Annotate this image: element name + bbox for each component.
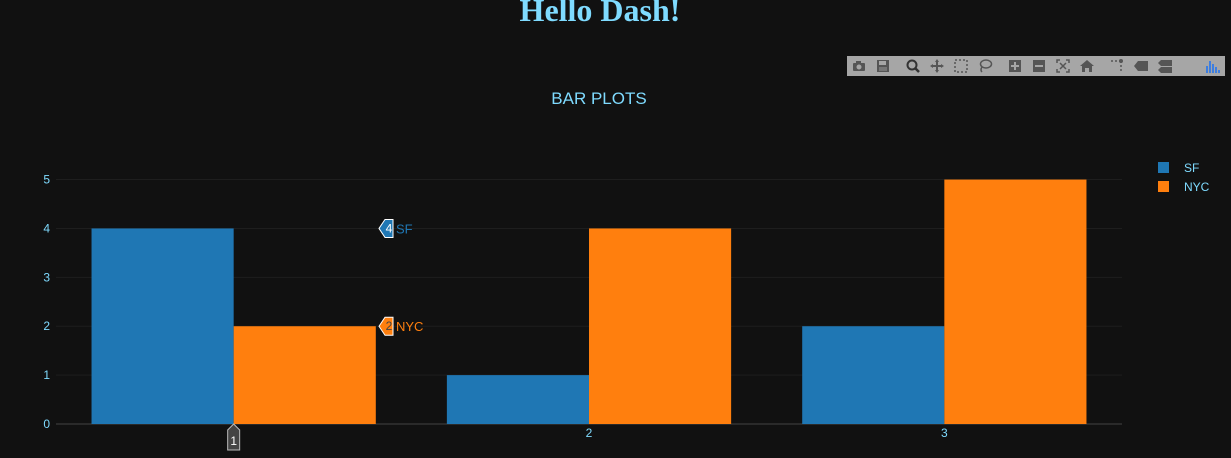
x-tick-label: 2 xyxy=(586,426,593,440)
hover-value-nyc: 2 xyxy=(386,319,393,333)
bar-nyc-2[interactable] xyxy=(589,228,732,424)
lasso-select-button[interactable] xyxy=(973,56,997,76)
plot-modebar xyxy=(847,56,1225,76)
hover-value-sf: 4 xyxy=(386,221,393,235)
legend-label-sf: SF xyxy=(1184,161,1199,175)
modebar-group xyxy=(1201,56,1225,76)
legend-swatch-nyc[interactable] xyxy=(1158,181,1169,192)
bar-sf-2[interactable] xyxy=(446,375,589,424)
spike-lines-button[interactable] xyxy=(1105,56,1129,76)
lasso-select-icon xyxy=(979,59,993,73)
plotly-logo-icon xyxy=(1206,61,1220,73)
legend-swatch-sf[interactable] xyxy=(1158,162,1169,173)
zoom-out-icon xyxy=(1033,60,1045,72)
plotly-logo-button[interactable] xyxy=(1201,56,1225,76)
reset-axes-icon xyxy=(1080,60,1094,72)
autoscale-icon xyxy=(1056,59,1070,73)
hover-closest-icon xyxy=(1134,61,1148,71)
hover-value-box-sf xyxy=(378,218,394,238)
y-tick-label: 3 xyxy=(43,270,50,284)
hover-series-name-nyc: NYC xyxy=(396,319,423,334)
y-tick-label: 5 xyxy=(43,173,50,187)
x-tick-label: 3 xyxy=(941,426,948,440)
zoom-in-icon xyxy=(1009,60,1021,72)
zoom-out-button[interactable] xyxy=(1027,56,1051,76)
pan-icon xyxy=(930,59,944,73)
autoscale-button[interactable] xyxy=(1051,56,1075,76)
pan-button[interactable] xyxy=(925,56,949,76)
modebar-group xyxy=(1003,56,1099,76)
bar-nyc-3[interactable] xyxy=(944,179,1087,424)
zoom-button[interactable] xyxy=(901,56,925,76)
y-tick-label: 2 xyxy=(43,319,50,333)
hover-x-label-box xyxy=(227,423,241,451)
page-heading: Hello Dash! xyxy=(519,0,681,28)
box-select-icon xyxy=(954,59,968,73)
hover-series-name-sf: SF xyxy=(396,221,413,236)
modebar-group xyxy=(901,56,997,76)
box-select-button[interactable] xyxy=(949,56,973,76)
chart-title: BAR PLOTS xyxy=(551,89,646,108)
zoom-in-button[interactable] xyxy=(1003,56,1027,76)
y-tick-label: 0 xyxy=(43,417,50,431)
hover-compare-icon xyxy=(1158,60,1172,73)
bar-sf-3[interactable] xyxy=(802,326,945,424)
hover-x-label: 1 xyxy=(230,434,237,448)
reset-axes-button[interactable] xyxy=(1075,56,1099,76)
spike-lines-icon xyxy=(1111,59,1123,72)
zoom-icon xyxy=(906,59,920,73)
save-button[interactable] xyxy=(871,56,895,76)
save-icon xyxy=(877,60,889,72)
y-tick-label: 1 xyxy=(43,368,50,382)
camera-button[interactable] xyxy=(847,56,871,76)
hover-closest-button[interactable] xyxy=(1129,56,1153,76)
camera-icon xyxy=(853,61,865,71)
legend-label-nyc: NYC xyxy=(1184,180,1210,194)
bar-nyc-1[interactable] xyxy=(233,326,376,424)
y-tick-label: 4 xyxy=(43,221,50,235)
hover-compare-button[interactable] xyxy=(1153,56,1177,76)
bar-sf-1[interactable] xyxy=(91,228,234,424)
modebar-group xyxy=(847,56,895,76)
hover-value-box-nyc xyxy=(378,316,394,336)
modebar-group xyxy=(1105,56,1177,76)
